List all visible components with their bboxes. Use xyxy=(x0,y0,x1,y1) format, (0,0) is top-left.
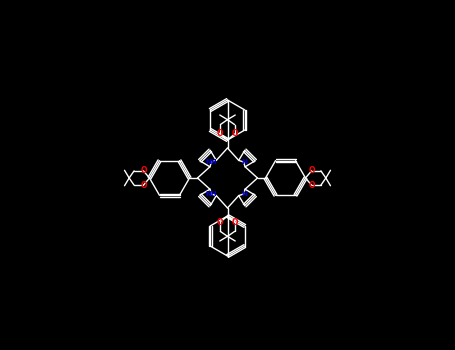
Text: O: O xyxy=(140,166,147,175)
Text: O: O xyxy=(217,130,223,139)
Text: O: O xyxy=(217,218,223,226)
Text: O: O xyxy=(308,166,315,175)
Text: O: O xyxy=(232,218,238,226)
Text: O: O xyxy=(232,130,238,139)
Text: N: N xyxy=(242,159,248,165)
Text: O: O xyxy=(140,181,147,190)
Text: NH: NH xyxy=(206,159,217,165)
Text: N: N xyxy=(242,191,248,197)
Text: NH: NH xyxy=(206,191,217,197)
Text: O: O xyxy=(308,181,315,190)
